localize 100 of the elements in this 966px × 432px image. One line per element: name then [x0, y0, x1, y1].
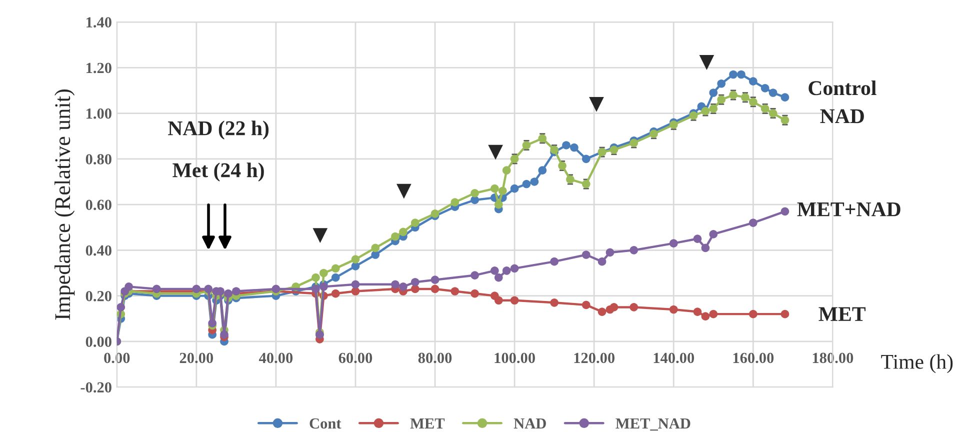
annotation: MET: [818, 307, 866, 321]
annotation: NAD: [820, 109, 864, 124]
point: [470, 271, 479, 280]
point: [430, 284, 440, 294]
point: [410, 278, 420, 286]
point: [351, 255, 360, 264]
x-axis-title: Time (h): [881, 354, 953, 374]
point: [331, 264, 340, 273]
annotation: ▼: [396, 184, 412, 199]
annotation: ▼: [699, 55, 714, 70]
point: [351, 280, 360, 289]
point: [550, 298, 558, 307]
x-tick-label: 140.00: [654, 352, 694, 364]
point: [530, 178, 539, 186]
point: [748, 218, 758, 227]
point: [220, 330, 228, 339]
point: [430, 276, 440, 284]
point: [320, 282, 328, 291]
point: [510, 296, 519, 305]
x-tick-label: 0.00: [104, 352, 130, 364]
point: [610, 303, 618, 312]
point: [748, 77, 758, 86]
point: [562, 141, 570, 150]
x-tick-label: 180.00: [812, 352, 854, 364]
y-tick-label: 0.00: [86, 336, 112, 347]
point: [470, 289, 479, 298]
legend-label: Cont: [310, 418, 342, 429]
point: [124, 282, 133, 291]
point: [780, 310, 790, 318]
point: [630, 303, 638, 312]
point: [331, 273, 340, 282]
point: [312, 284, 320, 294]
point: [224, 289, 232, 298]
point: [152, 284, 161, 294]
point: [538, 166, 547, 174]
y-tick-label: 0.60: [86, 200, 112, 210]
point: [391, 280, 400, 289]
point: [490, 184, 499, 193]
x-tick-label: 160.00: [733, 352, 774, 364]
point: [630, 246, 638, 254]
annotation: ▼: [488, 144, 503, 160]
point: [410, 284, 420, 294]
y-tick-label: 1.40: [86, 17, 112, 28]
point: [430, 210, 440, 218]
point: [391, 232, 400, 241]
point: [494, 200, 503, 209]
y-tick-label: 1.20: [86, 62, 112, 74]
point: [709, 230, 718, 238]
point: [582, 250, 590, 259]
point: [522, 180, 531, 188]
point: [502, 166, 511, 174]
x-tick-label: 120.00: [574, 352, 615, 364]
point: [650, 130, 658, 138]
x-tick-label: 20.00: [180, 352, 214, 364]
point: [737, 70, 746, 79]
point: [709, 88, 718, 97]
point: [582, 300, 590, 310]
point: [399, 282, 408, 291]
point: [550, 257, 558, 266]
point: [312, 273, 320, 282]
point: [272, 284, 280, 294]
annotation: Met (24 h): [172, 162, 264, 182]
point: [582, 154, 590, 164]
point: [780, 93, 790, 102]
point: [780, 207, 790, 216]
point: [351, 262, 360, 270]
point: [192, 284, 201, 294]
point: [510, 184, 519, 193]
y-tick-label: 1.00: [86, 108, 112, 119]
x-tick-label: 80.00: [418, 352, 452, 364]
y-tick-label: 0.80: [86, 154, 112, 164]
y-tick-label: 0.20: [86, 290, 112, 302]
annotation: MET+NAD: [797, 202, 900, 216]
annotation: Control: [808, 80, 876, 96]
point: [351, 287, 360, 296]
point: [598, 257, 606, 266]
point: [701, 312, 710, 321]
point: [669, 305, 678, 314]
point: [331, 289, 340, 298]
point: [760, 84, 770, 92]
point: [598, 308, 606, 316]
point: [232, 287, 240, 296]
point: [669, 239, 678, 248]
point: [399, 228, 408, 236]
point: [470, 188, 479, 198]
annotation: ▼: [589, 97, 604, 112]
point: [208, 319, 216, 328]
annotation: NAD (22 h): [168, 120, 269, 140]
y-tick-label: -0.20: [80, 382, 112, 393]
point: [494, 273, 503, 282]
legend-label: NAD: [514, 418, 546, 429]
point: [490, 266, 499, 275]
point: [693, 234, 702, 243]
point: [410, 218, 420, 227]
point: [498, 186, 507, 196]
point: [701, 244, 710, 252]
point: [570, 143, 578, 152]
point: [693, 308, 702, 316]
point: [371, 244, 380, 252]
point: [502, 266, 511, 275]
